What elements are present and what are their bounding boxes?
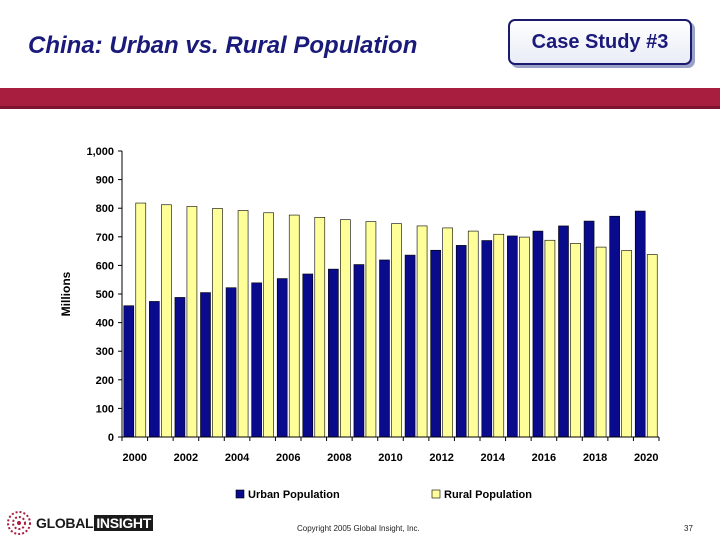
urban-bar	[225, 287, 237, 438]
rural-bar	[493, 233, 505, 438]
rural-bar	[519, 236, 530, 438]
urban-bar	[634, 210, 646, 438]
y-tick-label: 800	[96, 203, 114, 215]
rural-bar	[467, 230, 479, 438]
x-tick-label: 2014	[481, 452, 506, 464]
urban-bar	[276, 278, 288, 438]
rural-bar	[212, 208, 223, 438]
legend-label-urban: Urban Population	[248, 489, 340, 501]
y-axis-label: Millions	[59, 271, 73, 316]
rural-bar	[365, 221, 377, 438]
x-tick-label: 2008	[327, 452, 351, 464]
rural-bar	[646, 254, 658, 438]
legend-label-rural: Rural Population	[444, 489, 532, 501]
rural-bar	[263, 212, 274, 438]
urban-bar	[455, 245, 467, 438]
y-tick-label: 0	[108, 432, 114, 444]
y-tick-label: 500	[96, 289, 114, 301]
urban-bar	[583, 220, 595, 438]
legend-swatch-urban	[235, 489, 245, 499]
logo-wordmark: GLOBAL INSIGHT	[36, 515, 153, 531]
y-tick-label: 200	[96, 375, 114, 387]
rural-bar	[237, 210, 249, 438]
urban-bar	[507, 235, 518, 438]
urban-bar	[430, 249, 441, 438]
header-band-underline	[0, 106, 720, 109]
case-study-label: Case Study #3	[508, 19, 692, 65]
header-band	[0, 88, 720, 106]
x-tick-label: 2020	[634, 452, 658, 464]
copyright-text: Copyright 2005 Global Insight, Inc.	[297, 524, 420, 533]
urban-bar	[174, 297, 186, 438]
rural-bar	[186, 206, 198, 438]
urban-bar	[149, 301, 160, 438]
x-tick-label: 2012	[429, 452, 453, 464]
logo-global: GLOBAL	[36, 515, 94, 531]
x-tick-label: 2006	[276, 452, 300, 464]
page-number: 37	[684, 524, 693, 533]
urban-bar	[353, 264, 365, 438]
y-tick-label: 1,000	[86, 146, 114, 158]
urban-bar	[251, 282, 262, 438]
logo: GLOBAL INSIGHT	[6, 510, 153, 536]
urban-bar	[532, 230, 544, 438]
rural-bar	[288, 214, 300, 438]
x-tick-label: 2016	[532, 452, 556, 464]
urban-bar	[302, 273, 314, 438]
x-tick-label: 2000	[123, 452, 147, 464]
x-tick-label: 2018	[583, 452, 607, 464]
x-tick-label: 2002	[174, 452, 198, 464]
legend-swatch-rural	[431, 489, 441, 499]
urban-bar	[123, 305, 135, 438]
rural-bar	[314, 217, 326, 438]
globe-icon	[7, 511, 31, 535]
urban-bar	[379, 259, 390, 438]
x-tick-label: 2010	[378, 452, 402, 464]
rural-bar	[135, 202, 147, 438]
y-tick-label: 900	[96, 175, 114, 187]
y-tick-label: 600	[96, 260, 114, 272]
rural-bar	[340, 219, 351, 438]
rural-bar	[161, 204, 172, 438]
y-tick-label: 700	[96, 232, 114, 244]
page-title: China: Urban vs. Rural Population	[28, 32, 418, 59]
y-tick-label: 100	[96, 403, 114, 415]
urban-bar	[481, 240, 493, 438]
logo-insight: INSIGHT	[94, 515, 153, 531]
rural-bar	[621, 250, 632, 438]
urban-bar	[200, 292, 211, 438]
urban-bar	[609, 215, 620, 438]
y-tick-label: 400	[96, 318, 114, 330]
x-tick-label: 2004	[225, 452, 250, 464]
rural-bar	[416, 225, 428, 438]
urban-bar	[404, 254, 416, 438]
rural-bar	[391, 223, 402, 438]
urban-bar	[558, 225, 569, 438]
rural-bar	[570, 243, 581, 438]
rural-bar	[595, 246, 607, 438]
rural-bar	[442, 227, 453, 438]
rural-bar	[544, 239, 556, 438]
y-tick-label: 300	[96, 346, 114, 358]
urban-bar	[328, 268, 339, 438]
